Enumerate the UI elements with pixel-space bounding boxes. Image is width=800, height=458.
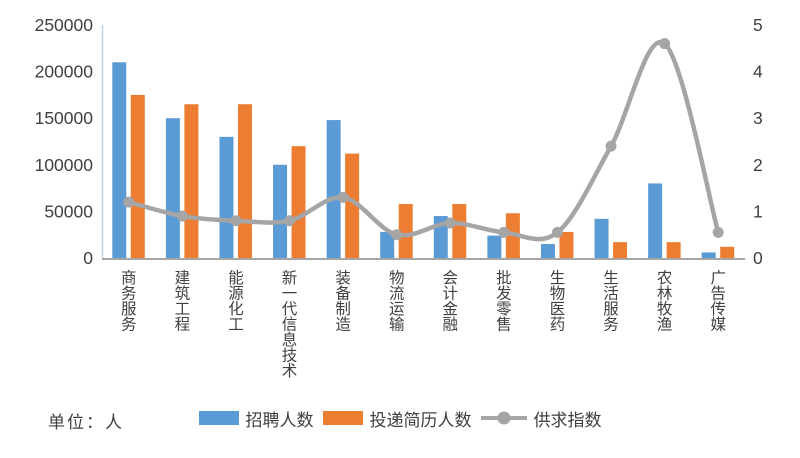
category-label-9: 生活服务 [603, 269, 619, 334]
bar-resume-8 [559, 231, 574, 258]
left-axis-tick-2: 100000 [35, 155, 94, 175]
bar-resume-3 [291, 146, 306, 258]
category-label-5: 物流运输 [389, 269, 405, 334]
line-marker-3 [284, 215, 296, 227]
legend-item-index: 供求指数 [480, 406, 602, 431]
legend-label-index: 供求指数 [533, 410, 602, 430]
line-marker-11 [712, 226, 724, 238]
right-axis-tick-5: 5 [753, 15, 763, 35]
bar-recruit-3 [273, 164, 288, 258]
bar-recruit-1 [165, 118, 180, 258]
line-marker-9 [605, 140, 617, 152]
left-axis-tick-0: 0 [83, 248, 93, 268]
legend-label-recruit: 招聘人数 [245, 410, 314, 430]
line-marker-5 [391, 229, 403, 241]
line-marker-10 [659, 38, 671, 50]
legend-item-recruit: 招聘人数 [198, 406, 314, 431]
left-axis-tick-3: 150000 [35, 108, 94, 128]
bar-resume-0 [130, 94, 145, 259]
bar-resume-1 [184, 104, 199, 258]
right-axis-tick-3: 3 [753, 108, 763, 128]
category-label-8: 生物医药 [550, 269, 566, 334]
bar-resume-5 [398, 203, 413, 258]
bar-recruit-2 [219, 136, 234, 258]
category-label-10: 农林牧渔 [657, 269, 673, 334]
bar-recruit-10 [648, 183, 663, 258]
line-marker-6 [444, 217, 456, 229]
category-label-4: 装备制造 [335, 269, 351, 334]
left-axis-tick-4: 200000 [35, 62, 94, 82]
category-label-0: 商务服务 [121, 269, 137, 334]
chart-footer: 单位：人 招聘人数 投递简历人数 供求指数 [0, 401, 800, 435]
line-marker-1 [176, 210, 188, 222]
category-label-3: 新一代信息技术 [282, 269, 298, 380]
bar-recruit-8 [540, 244, 555, 258]
category-label-1: 建筑工程 [175, 269, 191, 334]
bar-resume-9 [613, 242, 628, 258]
category-label-11: 广告传媒 [710, 269, 726, 334]
bar-recruit-5 [380, 231, 395, 258]
line-marker-7 [498, 226, 510, 238]
legend-swatch-recruit-icon [198, 411, 239, 425]
line-marker-0 [123, 196, 135, 208]
bar-resume-6 [452, 203, 467, 258]
combo-chart-area: 0 50000 100000 150000 200000 250000 0 1 2 3 4 5 商务服务… [35, 15, 763, 380]
bar-resume-10 [666, 242, 681, 258]
bar-recruit-0 [112, 62, 127, 258]
unit-note: 单位：人 [48, 413, 124, 432]
supply-demand-line [126, 39, 721, 242]
left-axis-tick-5: 250000 [35, 15, 94, 35]
line-marker-2 [230, 215, 242, 227]
bar-resume-2 [237, 104, 252, 258]
legend-marker-dot-icon [497, 411, 510, 425]
bar-recruit-11 [701, 252, 716, 258]
line-marker-4 [337, 191, 349, 203]
bar-resume-11 [720, 246, 735, 258]
legend-swatch-index-icon [480, 411, 527, 425]
category-label-2: 能源化工 [228, 269, 244, 334]
legend-item-resume: 投递简历人数 [322, 406, 472, 431]
bar-recruit-7 [487, 235, 502, 258]
legend-swatch-resume-icon [322, 411, 363, 425]
right-axis-tick-1: 1 [753, 201, 763, 221]
right-axis-tick-0: 0 [753, 248, 763, 268]
legend-label-resume: 投递简历人数 [369, 410, 472, 430]
bar-recruit-4 [326, 120, 341, 259]
right-axis-tick-4: 4 [753, 62, 763, 82]
category-label-7: 批发零售 [496, 269, 512, 334]
category-label-6: 会计金融 [443, 269, 459, 334]
bar-recruit-9 [594, 218, 609, 258]
line-marker-8 [551, 226, 563, 238]
left-axis-tick-1: 50000 [44, 201, 93, 221]
legend: 招聘人数 投递简历人数 供求指数 [0, 401, 800, 435]
combo-chart-svg: 0 50000 100000 150000 200000 250000 0 1 2 3 4 5 商务服务… [35, 15, 763, 380]
right-axis-tick-2: 2 [753, 155, 763, 175]
bar-resume-4 [345, 153, 360, 258]
